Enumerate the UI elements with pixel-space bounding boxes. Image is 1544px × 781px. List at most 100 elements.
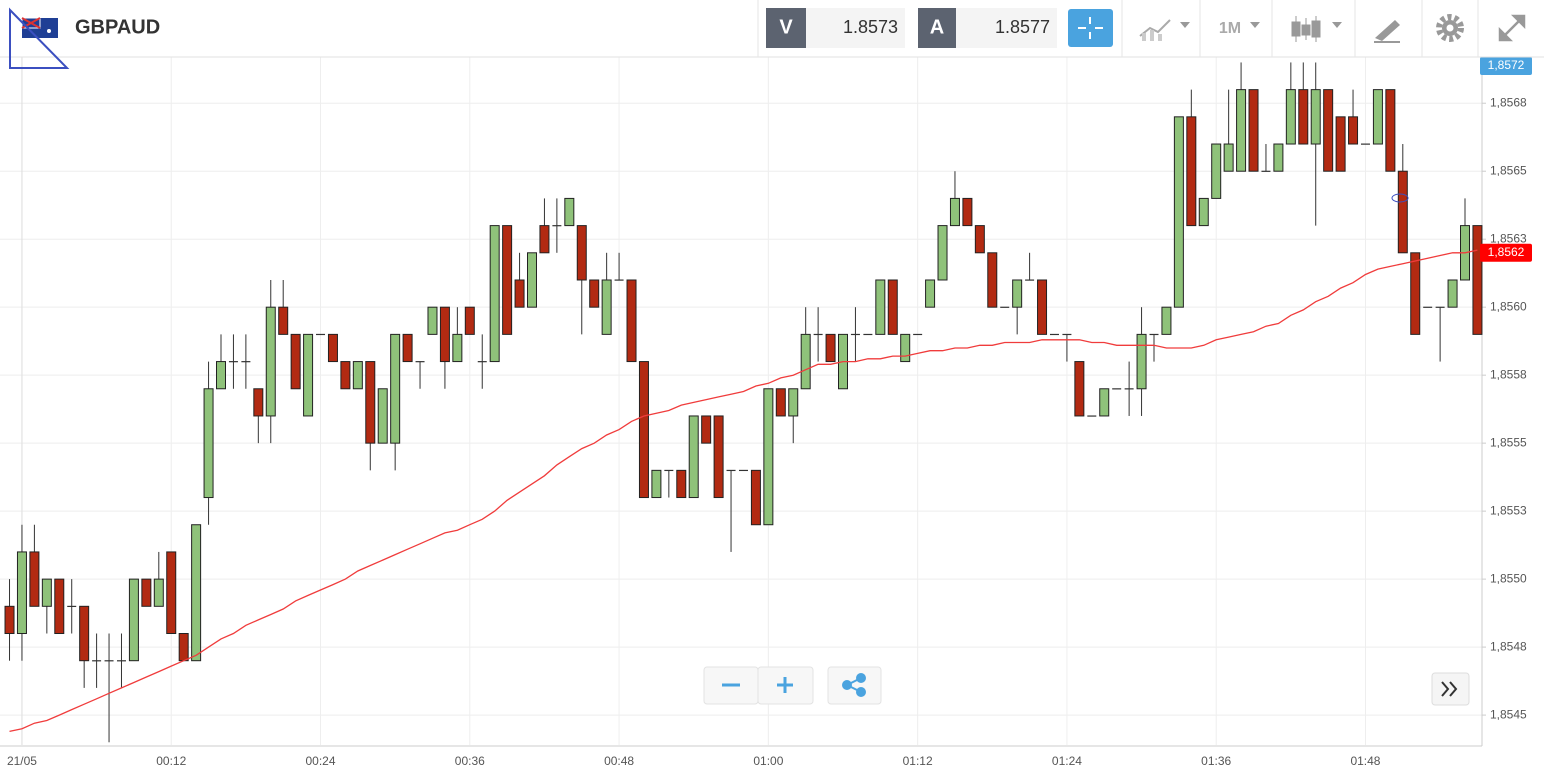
icon-arrow	[1510, 14, 1526, 30]
candle-body	[1323, 89, 1334, 172]
candle-style-button[interactable]	[1291, 16, 1342, 42]
candle-body	[1025, 279, 1035, 281]
candle-body	[104, 660, 114, 662]
candle-body	[527, 252, 537, 308]
candle-body	[775, 388, 786, 417]
candle-body	[278, 306, 289, 335]
bid-field[interactable]	[806, 8, 905, 48]
candle-body	[1211, 143, 1222, 199]
candle-body	[750, 469, 761, 526]
caret	[1332, 22, 1342, 28]
settings-button[interactable]	[1436, 14, 1464, 42]
candle-body	[763, 388, 774, 526]
caret	[1250, 22, 1260, 28]
draw-button[interactable]	[1374, 20, 1400, 43]
candle-body	[153, 578, 164, 607]
moving-average	[9, 249, 1478, 733]
candle-body	[564, 197, 575, 227]
share-icon	[842, 673, 866, 697]
candle-body	[477, 361, 487, 363]
icon-dot	[842, 680, 852, 690]
candle-body	[216, 361, 226, 390]
x-tick-label: 00:24	[306, 754, 336, 768]
candle-body	[327, 333, 338, 363]
plot-area: 1,8568 1,8565 1,8563 1,8560 1,8558 1,8555 1,85…	[0, 57, 1532, 768]
crosshair-button[interactable]	[1068, 9, 1113, 47]
candle-body	[900, 333, 911, 363]
candle-body	[552, 225, 562, 227]
candle-body	[128, 578, 139, 662]
candle-body	[626, 279, 637, 363]
candle-body	[1435, 306, 1445, 308]
x-tick-label: 00:12	[156, 754, 186, 768]
candle-body	[365, 361, 376, 444]
fullscreen-button[interactable]	[1498, 14, 1526, 42]
symbol: GBPAUD	[75, 16, 160, 38]
icon-dot	[856, 687, 866, 697]
candle-body	[1298, 89, 1309, 145]
x-tick-label: 21/05	[7, 754, 37, 768]
candle-body	[1037, 279, 1048, 335]
share-button[interactable]	[827, 666, 882, 705]
x-tick-label: 01:00	[753, 754, 783, 768]
y-tick-label: 1,8568	[1490, 95, 1527, 109]
ask-badge[interactable]	[918, 8, 956, 48]
icon-bar	[1142, 33, 1146, 41]
x-tick-label: 01:36	[1201, 754, 1231, 768]
timeframe-button[interactable]: 1M	[1219, 20, 1260, 37]
candle-body	[228, 361, 238, 363]
candle-body	[241, 361, 251, 363]
x-tick-label: 01:48	[1350, 754, 1380, 768]
gear-teeth	[1436, 14, 1464, 42]
bid-badge[interactable]	[766, 8, 806, 48]
candle-body	[16, 551, 27, 635]
candle-body	[614, 279, 624, 281]
toolbar: GBPAUD V 1.8573 A 1.8577 1M	[0, 0, 1544, 69]
icon-bar	[1158, 34, 1162, 41]
candle-body	[813, 333, 823, 336]
y-tick-label: 1,8560	[1490, 299, 1527, 313]
candle-body	[1360, 143, 1370, 145]
candle-body	[1099, 388, 1110, 417]
candle-body	[1410, 252, 1421, 335]
candle-body	[402, 333, 413, 363]
candle-body	[1049, 333, 1059, 336]
candle-body	[1149, 333, 1159, 336]
candle-body	[1335, 116, 1346, 172]
ask-field[interactable]	[956, 8, 1057, 48]
candle-body	[987, 252, 998, 308]
candle-body	[316, 333, 326, 336]
candle-body	[1124, 388, 1134, 390]
price-badge-label: 1,8572	[1488, 58, 1525, 72]
icon-bar	[1150, 30, 1154, 41]
candle-body	[439, 306, 450, 363]
gear-hole	[1446, 24, 1454, 32]
candle-body	[1161, 306, 1172, 335]
chevron	[1449, 681, 1458, 697]
candle-body	[1261, 170, 1271, 172]
candle-body	[1074, 361, 1085, 417]
candle-body	[1423, 306, 1433, 308]
candle-body	[502, 225, 513, 335]
scroll-end-button[interactable]	[1431, 672, 1470, 706]
candle-body	[1472, 225, 1483, 335]
crosshair-icon	[1078, 17, 1103, 39]
candle-body	[676, 469, 687, 499]
candle-body	[489, 225, 500, 363]
candle-body	[303, 333, 314, 417]
chart-type-button[interactable]	[1139, 19, 1190, 41]
candle-body	[1385, 89, 1396, 172]
candle-body	[1348, 116, 1359, 145]
candle-body	[913, 333, 923, 336]
candle-body	[1223, 143, 1234, 172]
candle-body	[290, 333, 301, 390]
candle-body	[887, 279, 898, 335]
candle-body	[651, 469, 662, 499]
candle-body	[1000, 306, 1010, 308]
candle-body	[166, 551, 177, 635]
candle-body	[415, 361, 425, 363]
candle-body	[1248, 89, 1259, 172]
x-tick-label: 01:12	[903, 754, 933, 768]
icon-bar	[1301, 24, 1311, 36]
